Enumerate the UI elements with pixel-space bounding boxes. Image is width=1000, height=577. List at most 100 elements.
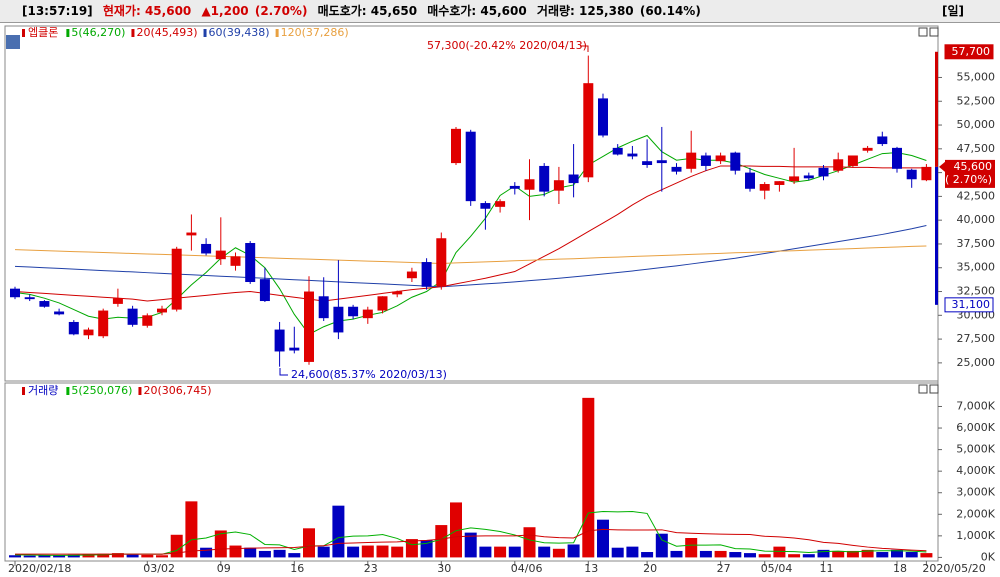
legend-title: 엡클론 bbox=[28, 26, 58, 39]
volume-bar bbox=[523, 527, 536, 558]
x-tick-label: 11 bbox=[820, 562, 834, 575]
x-tick-label: 09 bbox=[217, 562, 231, 575]
legend-entry: 5(250,076) bbox=[71, 384, 132, 397]
candle-body bbox=[509, 185, 520, 189]
y-tick-label: 7,000K bbox=[956, 399, 995, 412]
volume-bar bbox=[861, 549, 874, 558]
volume-bar bbox=[141, 554, 154, 558]
volume: 거래량: 125,380 bbox=[536, 4, 634, 18]
y-tick-label: 47,500 bbox=[957, 142, 996, 155]
y-tick-label: 2,000K bbox=[956, 507, 995, 520]
y-tick-label: 0K bbox=[981, 550, 996, 563]
x-tick-label: 30 bbox=[437, 562, 451, 575]
pane-button[interactable] bbox=[918, 384, 928, 394]
volume-bar bbox=[597, 519, 609, 558]
volume-bar bbox=[670, 550, 683, 558]
volume-bar bbox=[450, 502, 462, 558]
volume-bar bbox=[582, 397, 595, 558]
candle-body bbox=[259, 279, 270, 302]
pane-button[interactable] bbox=[929, 27, 939, 37]
candle-body bbox=[54, 311, 65, 315]
legend-swatch bbox=[66, 387, 70, 395]
current-pct: ( 2.70%) bbox=[945, 173, 992, 186]
candle-body bbox=[847, 155, 858, 166]
candle-body bbox=[627, 153, 638, 157]
volume-bar bbox=[229, 545, 242, 558]
legend-swatch bbox=[138, 387, 142, 395]
volume-bar bbox=[23, 555, 36, 558]
x-tick-label: 2020/02/18 bbox=[8, 562, 71, 575]
current-price: 45,600 bbox=[954, 160, 993, 173]
candle-body bbox=[333, 306, 344, 333]
volume-bar bbox=[729, 552, 742, 558]
volume-bar bbox=[214, 530, 227, 558]
high-range-bar bbox=[935, 51, 938, 167]
candle-body bbox=[759, 184, 770, 191]
candle-body bbox=[289, 347, 300, 351]
x-tick-label: 05/04 bbox=[761, 562, 793, 575]
pane-button[interactable] bbox=[918, 27, 928, 37]
candle-body bbox=[539, 165, 550, 192]
legend-swatch bbox=[22, 387, 25, 395]
candle-body bbox=[568, 174, 579, 184]
volume-bar bbox=[699, 550, 712, 558]
current-box bbox=[945, 159, 995, 188]
current-pointer bbox=[939, 161, 945, 172]
candle-body bbox=[671, 166, 682, 172]
candle-body bbox=[730, 152, 741, 171]
annotation-arrow bbox=[279, 368, 288, 376]
volume-bar bbox=[567, 544, 580, 558]
legend-swatch bbox=[131, 29, 135, 37]
candle-body bbox=[318, 296, 329, 319]
candle-body bbox=[362, 309, 373, 319]
candle-body bbox=[451, 128, 461, 164]
header-bar: [13:57:19] 현재가: 45,600 ▲1,200 (2.70%) 매도… bbox=[0, 0, 1000, 23]
volume-bar bbox=[552, 548, 565, 558]
period[interactable]: [일] bbox=[942, 4, 965, 18]
candle-body bbox=[215, 250, 226, 260]
y-tick-label: 32,500 bbox=[957, 285, 996, 298]
price-marker-box bbox=[944, 44, 994, 60]
volume-bar bbox=[53, 555, 66, 558]
moving-average bbox=[14, 510, 927, 556]
candle-body bbox=[862, 147, 873, 151]
y-tick-label: 42,500 bbox=[957, 189, 996, 202]
volume-bar bbox=[332, 505, 345, 558]
volume-bar bbox=[82, 554, 95, 558]
legend-swatch bbox=[22, 29, 25, 37]
volume-bar bbox=[376, 545, 389, 558]
low-annotation: 24,600(85.37% 2020/03/13) bbox=[291, 368, 447, 381]
volume-bar bbox=[111, 553, 124, 558]
candle-body bbox=[612, 147, 623, 155]
volume-bar bbox=[626, 546, 639, 558]
low-range-bar bbox=[935, 166, 938, 305]
ask: 매도호가: 45,650 bbox=[317, 4, 418, 18]
volume-bar bbox=[479, 546, 492, 558]
volume-bar bbox=[200, 547, 213, 558]
background bbox=[0, 23, 1000, 577]
price-marker-label: 31,100 bbox=[952, 298, 991, 311]
volume-pct: (60.14%) bbox=[639, 4, 701, 18]
candle-body bbox=[406, 271, 417, 279]
time: [13:57:19] bbox=[22, 4, 93, 18]
volume-bar bbox=[258, 550, 271, 558]
pane-button[interactable] bbox=[929, 384, 939, 394]
candle-body bbox=[524, 179, 535, 190]
y-tick-label: 35,000 bbox=[957, 261, 996, 274]
volume-bar bbox=[126, 554, 139, 558]
order-icon[interactable] bbox=[6, 35, 20, 49]
volume-bar bbox=[317, 546, 330, 558]
volume-bar bbox=[744, 553, 756, 558]
volume-bar bbox=[464, 532, 477, 558]
candle-body bbox=[230, 256, 241, 266]
moving-average bbox=[14, 165, 927, 302]
volume-bar bbox=[420, 540, 433, 558]
volume-bar bbox=[273, 549, 286, 558]
candle-body bbox=[274, 329, 285, 352]
candle-body bbox=[436, 238, 447, 287]
price-marker-box bbox=[944, 297, 994, 313]
volume-bar bbox=[846, 550, 859, 558]
x-tick-label: 20 bbox=[643, 562, 657, 575]
annotation-arrow bbox=[580, 45, 589, 52]
candle-body bbox=[24, 297, 35, 300]
